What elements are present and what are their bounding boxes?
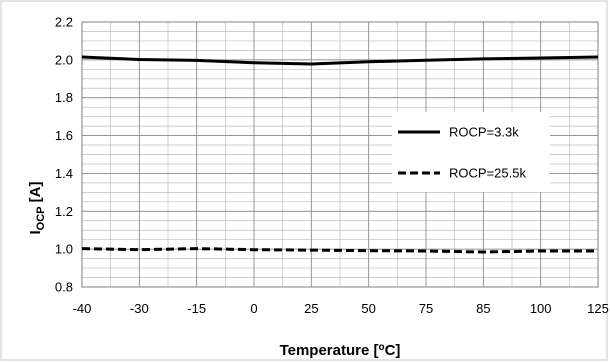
x-tick-label: 85 [476, 301, 490, 316]
x-tick-label: 75 [419, 301, 433, 316]
legend: ROCP=3.3k ROCP=25.5k [392, 112, 550, 192]
x-tick-label: -15 [187, 301, 206, 316]
y-tick-label: 2.0 [55, 52, 73, 67]
y-axis-label: IOCP [A] [27, 181, 47, 234]
plot-area-border [81, 21, 599, 288]
legend-box [392, 112, 550, 192]
x-axis-label: Temperature [oC] [280, 342, 401, 359]
tick-layer: 0.8 1.0 1.2 1.4 1.6 1.8 2.0 2.2 -40 -30 -15 0 25 50 75… [55, 15, 609, 317]
y-tick-label: 1.0 [55, 242, 73, 257]
legend-label: ROCP=3.3k [449, 125, 519, 140]
series-line-rocp-3-3k [81, 55, 599, 66]
x-tick-label: 25 [304, 301, 318, 316]
legend-label: ROCP=25.5k [449, 166, 526, 181]
series-line-rocp-25-5k [81, 247, 598, 254]
x-tick-label: -30 [130, 301, 149, 316]
x-tick-label: 125 [587, 301, 609, 316]
x-tick-label: 50 [361, 301, 375, 316]
y-tick-label: 1.8 [55, 90, 73, 105]
series-layer [81, 55, 599, 254]
y-tick-label: 0.8 [55, 280, 73, 295]
y-tick-label: 2.2 [55, 15, 73, 30]
x-tick-label: -40 [73, 301, 92, 316]
x-tick-label: 0 [250, 301, 257, 316]
y-tick-label: 1.6 [55, 128, 73, 143]
x-tick-label: 100 [530, 301, 552, 316]
y-tick-label: 1.4 [55, 166, 73, 181]
y-tick-label: 1.2 [55, 204, 73, 219]
